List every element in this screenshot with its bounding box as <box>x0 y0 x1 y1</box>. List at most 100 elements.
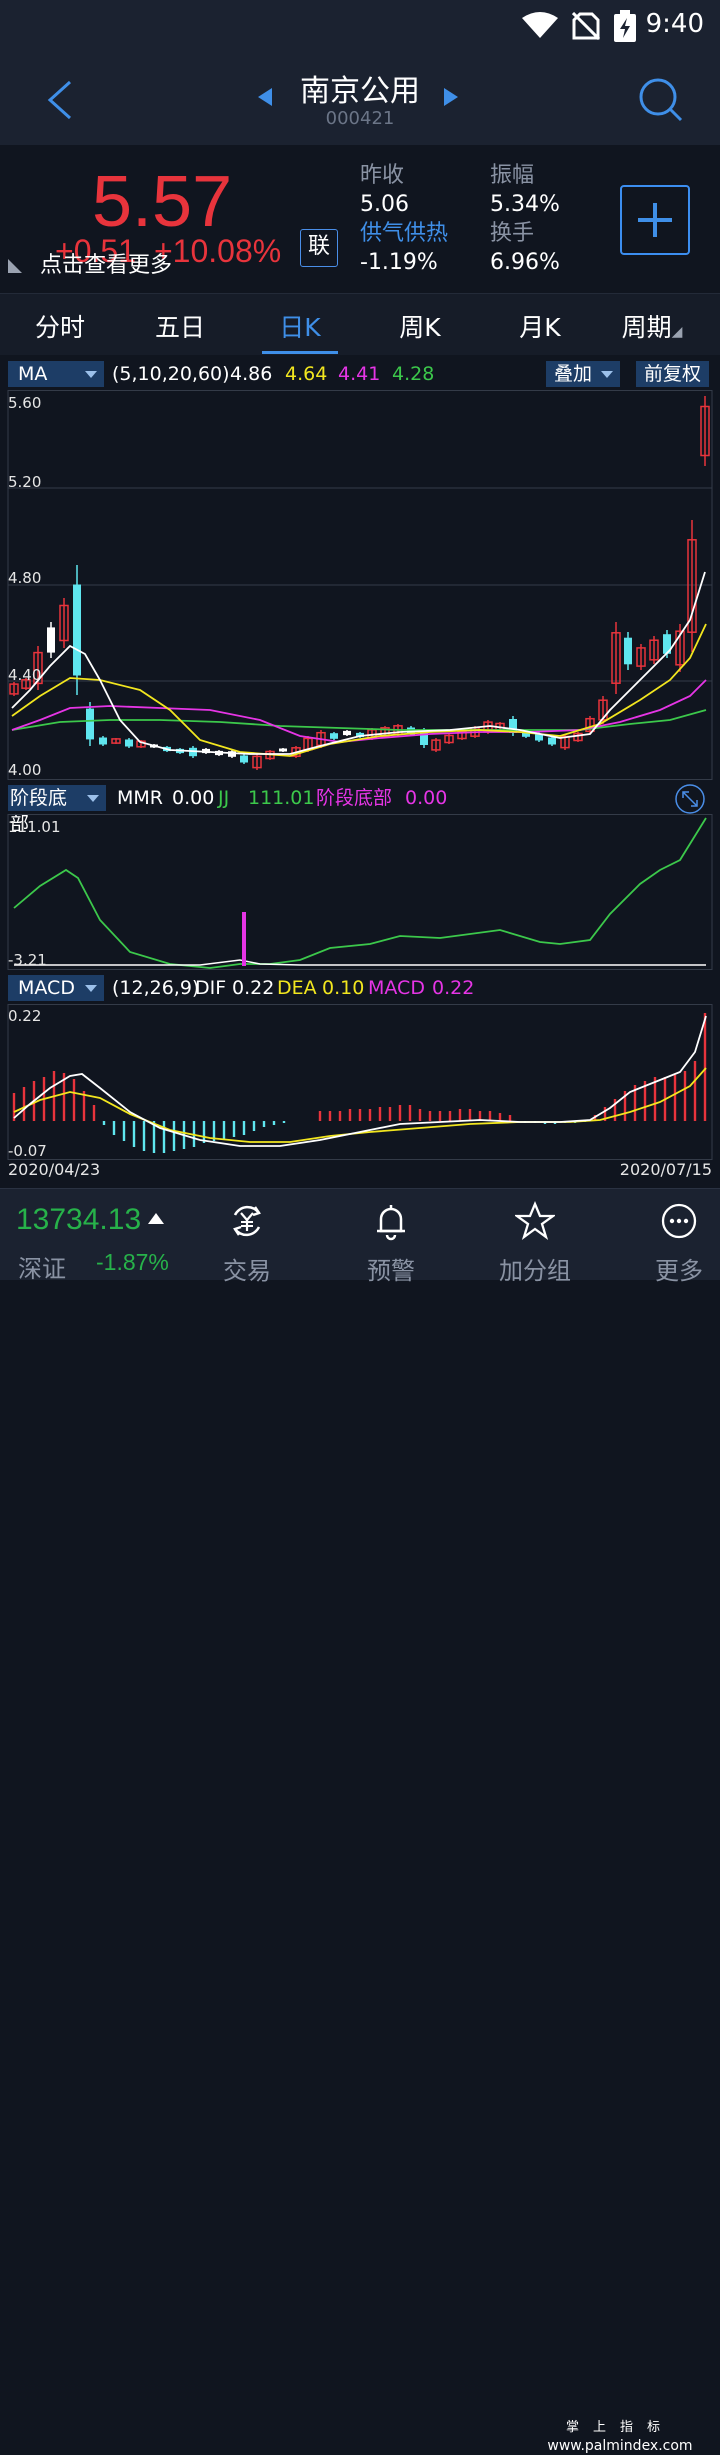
dea-label: DEA <box>277 977 317 999</box>
macd-chart[interactable]: 0.22 -0.07 <box>0 1004 720 1160</box>
prev-close-value: 5.06 <box>360 192 409 217</box>
ma5-line <box>11 571 706 755</box>
macd-grid <box>7 1004 713 1160</box>
candle-body <box>636 647 646 667</box>
candle-body <box>444 734 454 744</box>
candle-body <box>611 632 621 684</box>
current-price: 5.57 <box>92 162 233 242</box>
next-stock-icon[interactable] <box>444 88 458 106</box>
dif-line <box>13 1015 707 1147</box>
tap-more-hint[interactable]: 点击查看更多 <box>40 253 173 278</box>
tab-period[interactable]: 周期◢ <box>597 308 707 344</box>
index-value[interactable]: 13734.13 <box>16 1203 142 1236</box>
macd-label: MACD <box>368 977 425 999</box>
candle-body <box>125 739 133 747</box>
add-group-button[interactable]: 加分组 <box>485 1195 585 1285</box>
moving-average-lines <box>11 571 707 757</box>
tab-intraday[interactable]: 分时 <box>34 313 85 342</box>
jj-label: JJ <box>218 787 230 809</box>
candle-body <box>356 732 364 738</box>
date-start: 2020/04/23 <box>8 1160 101 1179</box>
grid-frame <box>7 1004 713 1160</box>
ma-params: (5,10,20,60) <box>112 363 230 385</box>
alert-label: 预警 <box>367 1257 415 1285</box>
overlay-dropdown[interactable]: 叠加 <box>546 361 621 387</box>
macd-indicator-dropdown[interactable]: MACD <box>8 975 104 1001</box>
tab-weekly-k[interactable]: 周K <box>399 313 441 342</box>
trade-label: 交易 <box>223 1257 271 1285</box>
yuan-icon <box>233 1205 261 1237</box>
trade-button[interactable]: 交易 <box>197 1195 297 1285</box>
add-group-label: 加分组 <box>499 1257 571 1285</box>
turnover-label: 换手 <box>490 221 535 246</box>
jj-line <box>13 817 707 969</box>
sector-change: -1.19% <box>360 250 438 275</box>
more-label: 更多 <box>655 1257 703 1285</box>
stage-axis-top: 111.01 <box>8 818 61 836</box>
candle-body <box>420 731 428 745</box>
more-button[interactable]: 更多 <box>629 1195 720 1285</box>
back-arrow-icon[interactable] <box>42 78 78 122</box>
stage-grid <box>7 814 713 970</box>
candle-body <box>687 539 697 633</box>
plus-icon <box>638 203 672 237</box>
quote-col-1: 昨收 5.06 供气供热 -1.19% <box>360 161 448 277</box>
add-watchlist-button[interactable] <box>620 185 690 255</box>
index-change: -1.87% <box>96 1249 169 1275</box>
star-icon <box>515 1201 555 1240</box>
tab-monthly-k[interactable]: 月K <box>519 313 561 342</box>
wifi-icon <box>522 12 558 38</box>
index-name: 深证 <box>18 1255 66 1283</box>
kline-axis-top: 5.60 <box>8 394 41 412</box>
tab-daily-k[interactable]: 日K <box>279 313 321 342</box>
app-header: 南京公用 000421 <box>0 50 720 145</box>
stage-indicator-bar: 阶段底部 MMR 0.00 JJ 111.01 阶段底部 0.00 <box>0 783 720 835</box>
tab-period-label: 周期 <box>621 313 672 342</box>
quote-col-2: 振幅 5.34% 换手 6.96% <box>490 161 560 277</box>
search-icon[interactable] <box>636 75 684 123</box>
alert-button[interactable]: 预警 <box>341 1195 441 1285</box>
kline-axis-bottom: 4.00 <box>8 761 41 779</box>
linked-button[interactable]: 联 <box>300 229 338 267</box>
ma10-line <box>11 623 707 757</box>
active-tab-indicator <box>262 351 338 354</box>
candle-body <box>73 584 81 676</box>
watermark-top: 掌上指标 <box>565 2420 674 2435</box>
quote-panel[interactable]: 5.57 +0.51 +10.08% 点击查看更多 联 昨收 5.06 供气供热 … <box>0 147 720 290</box>
candle-body <box>9 683 19 695</box>
jj-value: 111.01 <box>248 787 315 809</box>
ma5-value: 4.86 <box>230 363 273 385</box>
candle-body <box>240 755 248 763</box>
more-icon <box>661 1203 697 1239</box>
turnover-value: 6.96% <box>490 250 560 275</box>
prev-stock-icon[interactable] <box>258 88 272 106</box>
amplitude-label: 振幅 <box>490 163 535 188</box>
stage-indicator-dropdown[interactable]: 阶段底部 <box>8 785 106 835</box>
price-change: +0.51 +10.08% <box>55 233 299 270</box>
stage-bottom-signal <box>242 912 246 966</box>
dea-line <box>13 1067 707 1143</box>
grid-frame <box>7 814 713 970</box>
candle-body <box>522 731 530 737</box>
kline-chart[interactable]: 5.60 5.20 4.80 4.40 4.00 <box>0 390 720 780</box>
candle-body <box>33 651 43 685</box>
kline-axis-4: 4.40 <box>8 666 41 684</box>
candle-body <box>86 708 94 740</box>
candle-body <box>330 733 338 739</box>
adjust-button[interactable]: 前复权 <box>636 361 710 387</box>
expand-icon[interactable] <box>674 783 706 815</box>
tab-five-day[interactable]: 五日 <box>154 313 205 342</box>
ma60-line <box>11 709 707 731</box>
watermark-url: www.palmindex.com <box>547 2438 693 2454</box>
candle-body <box>700 405 710 457</box>
mmr-label: MMR <box>117 787 163 809</box>
candle-body <box>624 637 632 665</box>
bottom-bar: 13734.13 深证 -1.87% 交易 预警 加分组 更多 掌上指标 www… <box>0 1188 720 2454</box>
sector-label[interactable]: 供气供热 <box>360 221 449 246</box>
period-tabs: 分时 五日 日K 周K 月K 周期◢ <box>0 293 720 355</box>
stage-indicator-chart[interactable]: 111.01 -3.21 <box>0 814 720 970</box>
stage-label: 阶段底部 <box>316 787 393 809</box>
ma-indicator-bar: MA (5,10,20,60) 4.86 4.64 4.41 4.28 叠加 前… <box>0 359 720 389</box>
watermark: 掌上指标 www.palmindex.com <box>522 2419 718 2455</box>
ma-indicator-dropdown[interactable]: MA <box>8 361 104 387</box>
